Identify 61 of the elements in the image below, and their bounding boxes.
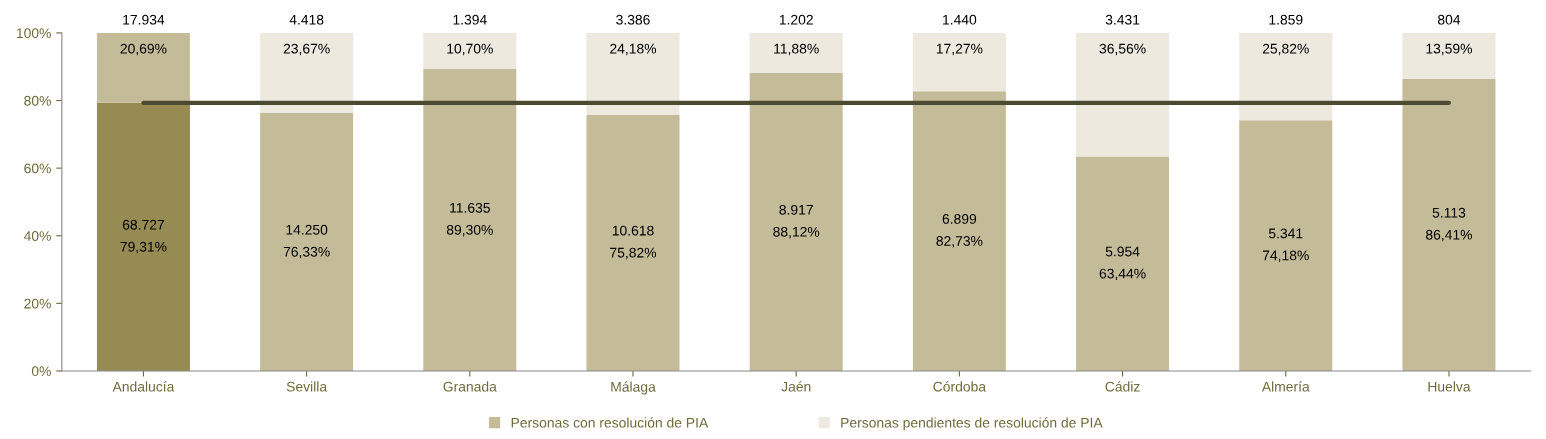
y-tick-label: 0% xyxy=(31,366,51,377)
data-label: 24,18% xyxy=(610,43,657,56)
y-tick-label: 60% xyxy=(24,163,51,174)
bar xyxy=(1402,32,1496,79)
x-tick-label: Jaén xyxy=(781,381,811,392)
legend-label: Personas pendientes de resolución de PIA xyxy=(841,417,1103,431)
annotation: 1.859 xyxy=(1269,14,1303,25)
annotation: 1.202 xyxy=(779,14,813,25)
data-label: 10,70% xyxy=(447,43,493,56)
bar xyxy=(423,69,517,371)
legend-label: Personas con resolución de PIA xyxy=(511,417,709,428)
data-label: 6.899 82,73% xyxy=(936,214,983,248)
bar xyxy=(586,114,680,371)
data-label: 10.618 75,82% xyxy=(610,225,657,260)
x-tick-label: Cádiz xyxy=(1105,381,1140,392)
data-label: 17,27% xyxy=(936,43,983,56)
bar xyxy=(1239,32,1333,121)
data-label: 20,69% xyxy=(120,43,167,56)
bar xyxy=(586,32,680,115)
annotation: 3.386 xyxy=(616,14,650,25)
annotation: 804 xyxy=(1437,14,1461,25)
bar xyxy=(1402,78,1496,371)
x-tick-label: Córdoba xyxy=(933,381,987,392)
y-tick-label: 80% xyxy=(24,95,51,106)
annotation: 3.431 xyxy=(1105,14,1140,25)
x-tick-label: Andalucía xyxy=(112,381,175,392)
data-label: 5.113 86,41% xyxy=(1426,207,1473,242)
bar xyxy=(260,112,354,371)
x-tick-label: Huelva xyxy=(1428,381,1471,392)
data-label: 8.917 88,12% xyxy=(773,204,820,239)
data-label: 36,56% xyxy=(1099,43,1146,56)
data-label: 11.635 89,30% xyxy=(446,202,493,237)
bar xyxy=(260,32,354,113)
bar xyxy=(423,32,517,70)
bar xyxy=(1239,120,1333,371)
y-tick-label: 40% xyxy=(23,231,51,241)
data-label: 25,82% xyxy=(1262,43,1309,56)
annotation: 17.934 xyxy=(123,14,165,25)
data-label: 23,67% xyxy=(283,43,330,56)
x-tick-label: Granada xyxy=(443,381,497,392)
bar xyxy=(912,91,1006,371)
bar xyxy=(1076,156,1170,371)
bar xyxy=(749,32,843,74)
x-tick-label: Almería xyxy=(1261,381,1310,392)
annotation: 4.418 xyxy=(289,14,324,25)
data-label: 5.954 63,44% xyxy=(1099,246,1146,281)
x-tick-label: Sevilla xyxy=(286,381,328,392)
data-label: 14.250 76,33% xyxy=(283,224,330,259)
data-label: 11,88% xyxy=(774,43,819,56)
bar xyxy=(912,32,1006,92)
y-tick-label: 20% xyxy=(24,298,51,309)
bar xyxy=(96,102,190,371)
bar xyxy=(749,73,843,371)
x-tick-label: Málaga xyxy=(611,381,656,395)
annotation: 1.394 xyxy=(453,14,487,25)
data-label: 5.341 74,18% xyxy=(1262,228,1309,262)
bar xyxy=(1076,32,1170,157)
data-label: 13,59% xyxy=(1426,43,1473,56)
y-tick-label: 100% xyxy=(16,28,51,39)
annotation: 1.440 xyxy=(943,14,977,25)
data-label: 68.727 79,31% xyxy=(120,219,167,254)
